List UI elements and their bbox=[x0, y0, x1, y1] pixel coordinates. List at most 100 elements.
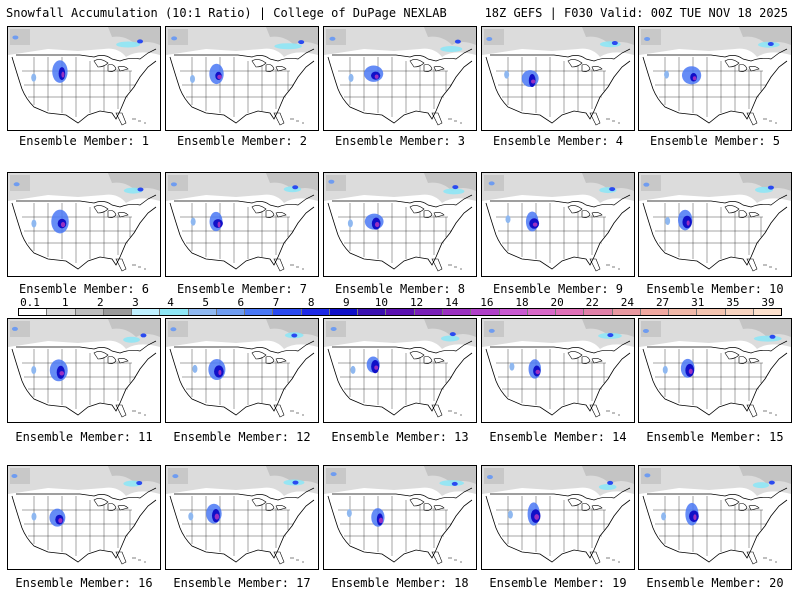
legend-swatch bbox=[725, 309, 754, 315]
legend-tick-label: 35 bbox=[726, 296, 740, 309]
ensemble-member-label: Ensemble Member: 11 bbox=[15, 430, 153, 444]
forecast-map-icon bbox=[8, 27, 160, 130]
legend-swatch bbox=[584, 309, 613, 315]
forecast-map-icon bbox=[8, 466, 160, 569]
legend-swatch bbox=[556, 309, 585, 315]
ensemble-member-label: Ensemble Member: 20 bbox=[646, 576, 784, 590]
forecast-map-icon bbox=[639, 319, 791, 422]
ensemble-member-map bbox=[165, 26, 319, 131]
legend-swatch bbox=[188, 309, 217, 315]
ensemble-member-label: Ensemble Member: 15 bbox=[646, 430, 784, 444]
ensemble-member-label: Ensemble Member: 14 bbox=[489, 430, 627, 444]
ensemble-member-label: Ensemble Member: 16 bbox=[15, 576, 153, 590]
legend-swatch bbox=[273, 309, 302, 315]
ensemble-member-label: Ensemble Member: 9 bbox=[492, 282, 624, 296]
ensemble-member-map bbox=[323, 172, 477, 277]
ensemble-member-label: Ensemble Member: 19 bbox=[489, 576, 627, 590]
legend-tick-label: 10 bbox=[374, 296, 389, 309]
legend-tick-label: 1 bbox=[61, 296, 69, 309]
legend-swatch bbox=[160, 309, 189, 315]
forecast-map-icon bbox=[166, 27, 318, 130]
ensemble-member-map bbox=[323, 465, 477, 570]
legend-tick-label: 27 bbox=[655, 296, 670, 309]
ensemble-member-label: Ensemble Member: 4 bbox=[492, 134, 624, 148]
legend-tick-label: 31 bbox=[691, 296, 705, 309]
forecast-map-icon bbox=[639, 466, 791, 569]
ensemble-member-label: Ensemble Member: 10 bbox=[646, 282, 784, 296]
ensemble-member-map bbox=[638, 172, 792, 277]
forecast-map-icon bbox=[482, 173, 634, 276]
legend-swatch bbox=[19, 309, 48, 315]
ensemble-member-map bbox=[7, 465, 161, 570]
forecast-map-icon bbox=[482, 319, 634, 422]
legend-swatch bbox=[301, 309, 330, 315]
ensemble-member-map bbox=[165, 172, 319, 277]
ensemble-member-label: Ensemble Member: 3 bbox=[334, 134, 466, 148]
ensemble-member-map bbox=[638, 318, 792, 423]
ensemble-member-label: Ensemble Member: 7 bbox=[176, 282, 308, 296]
ensemble-member-label: Ensemble Member: 12 bbox=[173, 430, 311, 444]
ensemble-member-map bbox=[323, 26, 477, 131]
forecast-map-icon bbox=[8, 173, 160, 276]
legend-tick-label: 2 bbox=[96, 296, 104, 309]
forecast-map-icon bbox=[324, 27, 476, 130]
ensemble-member-map bbox=[481, 26, 635, 131]
ensemble-member-map bbox=[481, 172, 635, 277]
ensemble-member-map bbox=[165, 318, 319, 423]
forecast-map-icon bbox=[324, 173, 476, 276]
forecast-map-icon bbox=[324, 466, 476, 569]
ensemble-member-map bbox=[165, 465, 319, 570]
legend-swatch bbox=[103, 309, 133, 315]
legend-tick-label: 18 bbox=[515, 296, 529, 309]
chart-title: Snowfall Accumulation (10:1 Ratio) | Col… bbox=[6, 6, 447, 20]
legend-tick-label: 9 bbox=[342, 296, 350, 309]
legend-swatch bbox=[442, 309, 472, 315]
ensemble-member-label: Ensemble Member: 6 bbox=[18, 282, 150, 296]
legend-swatch bbox=[358, 309, 387, 315]
legend-swatch bbox=[669, 309, 698, 315]
legend-tick-label: 3 bbox=[132, 296, 139, 309]
forecast-map-icon bbox=[482, 27, 634, 130]
legend-tick-label: 12 bbox=[409, 296, 424, 309]
ensemble-member-label: Ensemble Member: 1 bbox=[18, 134, 150, 148]
legend-swatch bbox=[697, 309, 726, 315]
legend-swatch bbox=[499, 309, 528, 315]
ensemble-member-label: Ensemble Member: 17 bbox=[173, 576, 311, 590]
ensemble-member-label: Ensemble Member: 18 bbox=[331, 576, 469, 590]
legend-tick-label: 6 bbox=[237, 296, 245, 309]
legend-swatch bbox=[245, 309, 274, 315]
forecast-map-icon bbox=[166, 319, 318, 422]
legend-tick-label: 22 bbox=[585, 296, 599, 309]
legend-tick-label: 16 bbox=[480, 296, 494, 309]
forecast-map-icon bbox=[8, 319, 160, 422]
legend-tick-label: 7 bbox=[272, 296, 280, 309]
ensemble-member-map bbox=[7, 318, 161, 423]
legend-swatch bbox=[329, 309, 359, 315]
ensemble-member-label: Ensemble Member: 5 bbox=[649, 134, 781, 148]
ensemble-member-map bbox=[481, 318, 635, 423]
forecast-map-icon bbox=[324, 319, 476, 422]
ensemble-member-label: Ensemble Member: 13 bbox=[331, 430, 469, 444]
legend-swatch bbox=[471, 309, 500, 315]
ensemble-member-map bbox=[7, 26, 161, 131]
legend-tick-label: 4 bbox=[167, 296, 174, 309]
legend-swatch bbox=[47, 309, 76, 315]
legend-tick-label: 20 bbox=[550, 296, 564, 309]
legend-swatch bbox=[414, 309, 443, 315]
legend-swatch bbox=[75, 309, 104, 315]
forecast-map-icon bbox=[166, 466, 318, 569]
ensemble-member-map bbox=[323, 318, 477, 423]
legend-swatch bbox=[216, 309, 246, 315]
legend-swatch bbox=[386, 309, 415, 315]
ensemble-member-label: Ensemble Member: 8 bbox=[334, 282, 466, 296]
run-valid-time: 18Z GEFS | F030 Valid: 00Z TUE NOV 18 20… bbox=[484, 6, 788, 20]
legend-tick-label: 39 bbox=[761, 296, 775, 309]
forecast-map-icon bbox=[639, 173, 791, 276]
ensemble-member-map bbox=[481, 465, 635, 570]
legend-tick-label: 5 bbox=[202, 296, 210, 309]
legend-tick-label: 0.1 bbox=[20, 296, 40, 309]
legend-swatch bbox=[640, 309, 670, 315]
legend-color-bar bbox=[18, 308, 782, 316]
forecast-map-icon bbox=[639, 27, 791, 130]
legend-swatch bbox=[753, 309, 782, 315]
